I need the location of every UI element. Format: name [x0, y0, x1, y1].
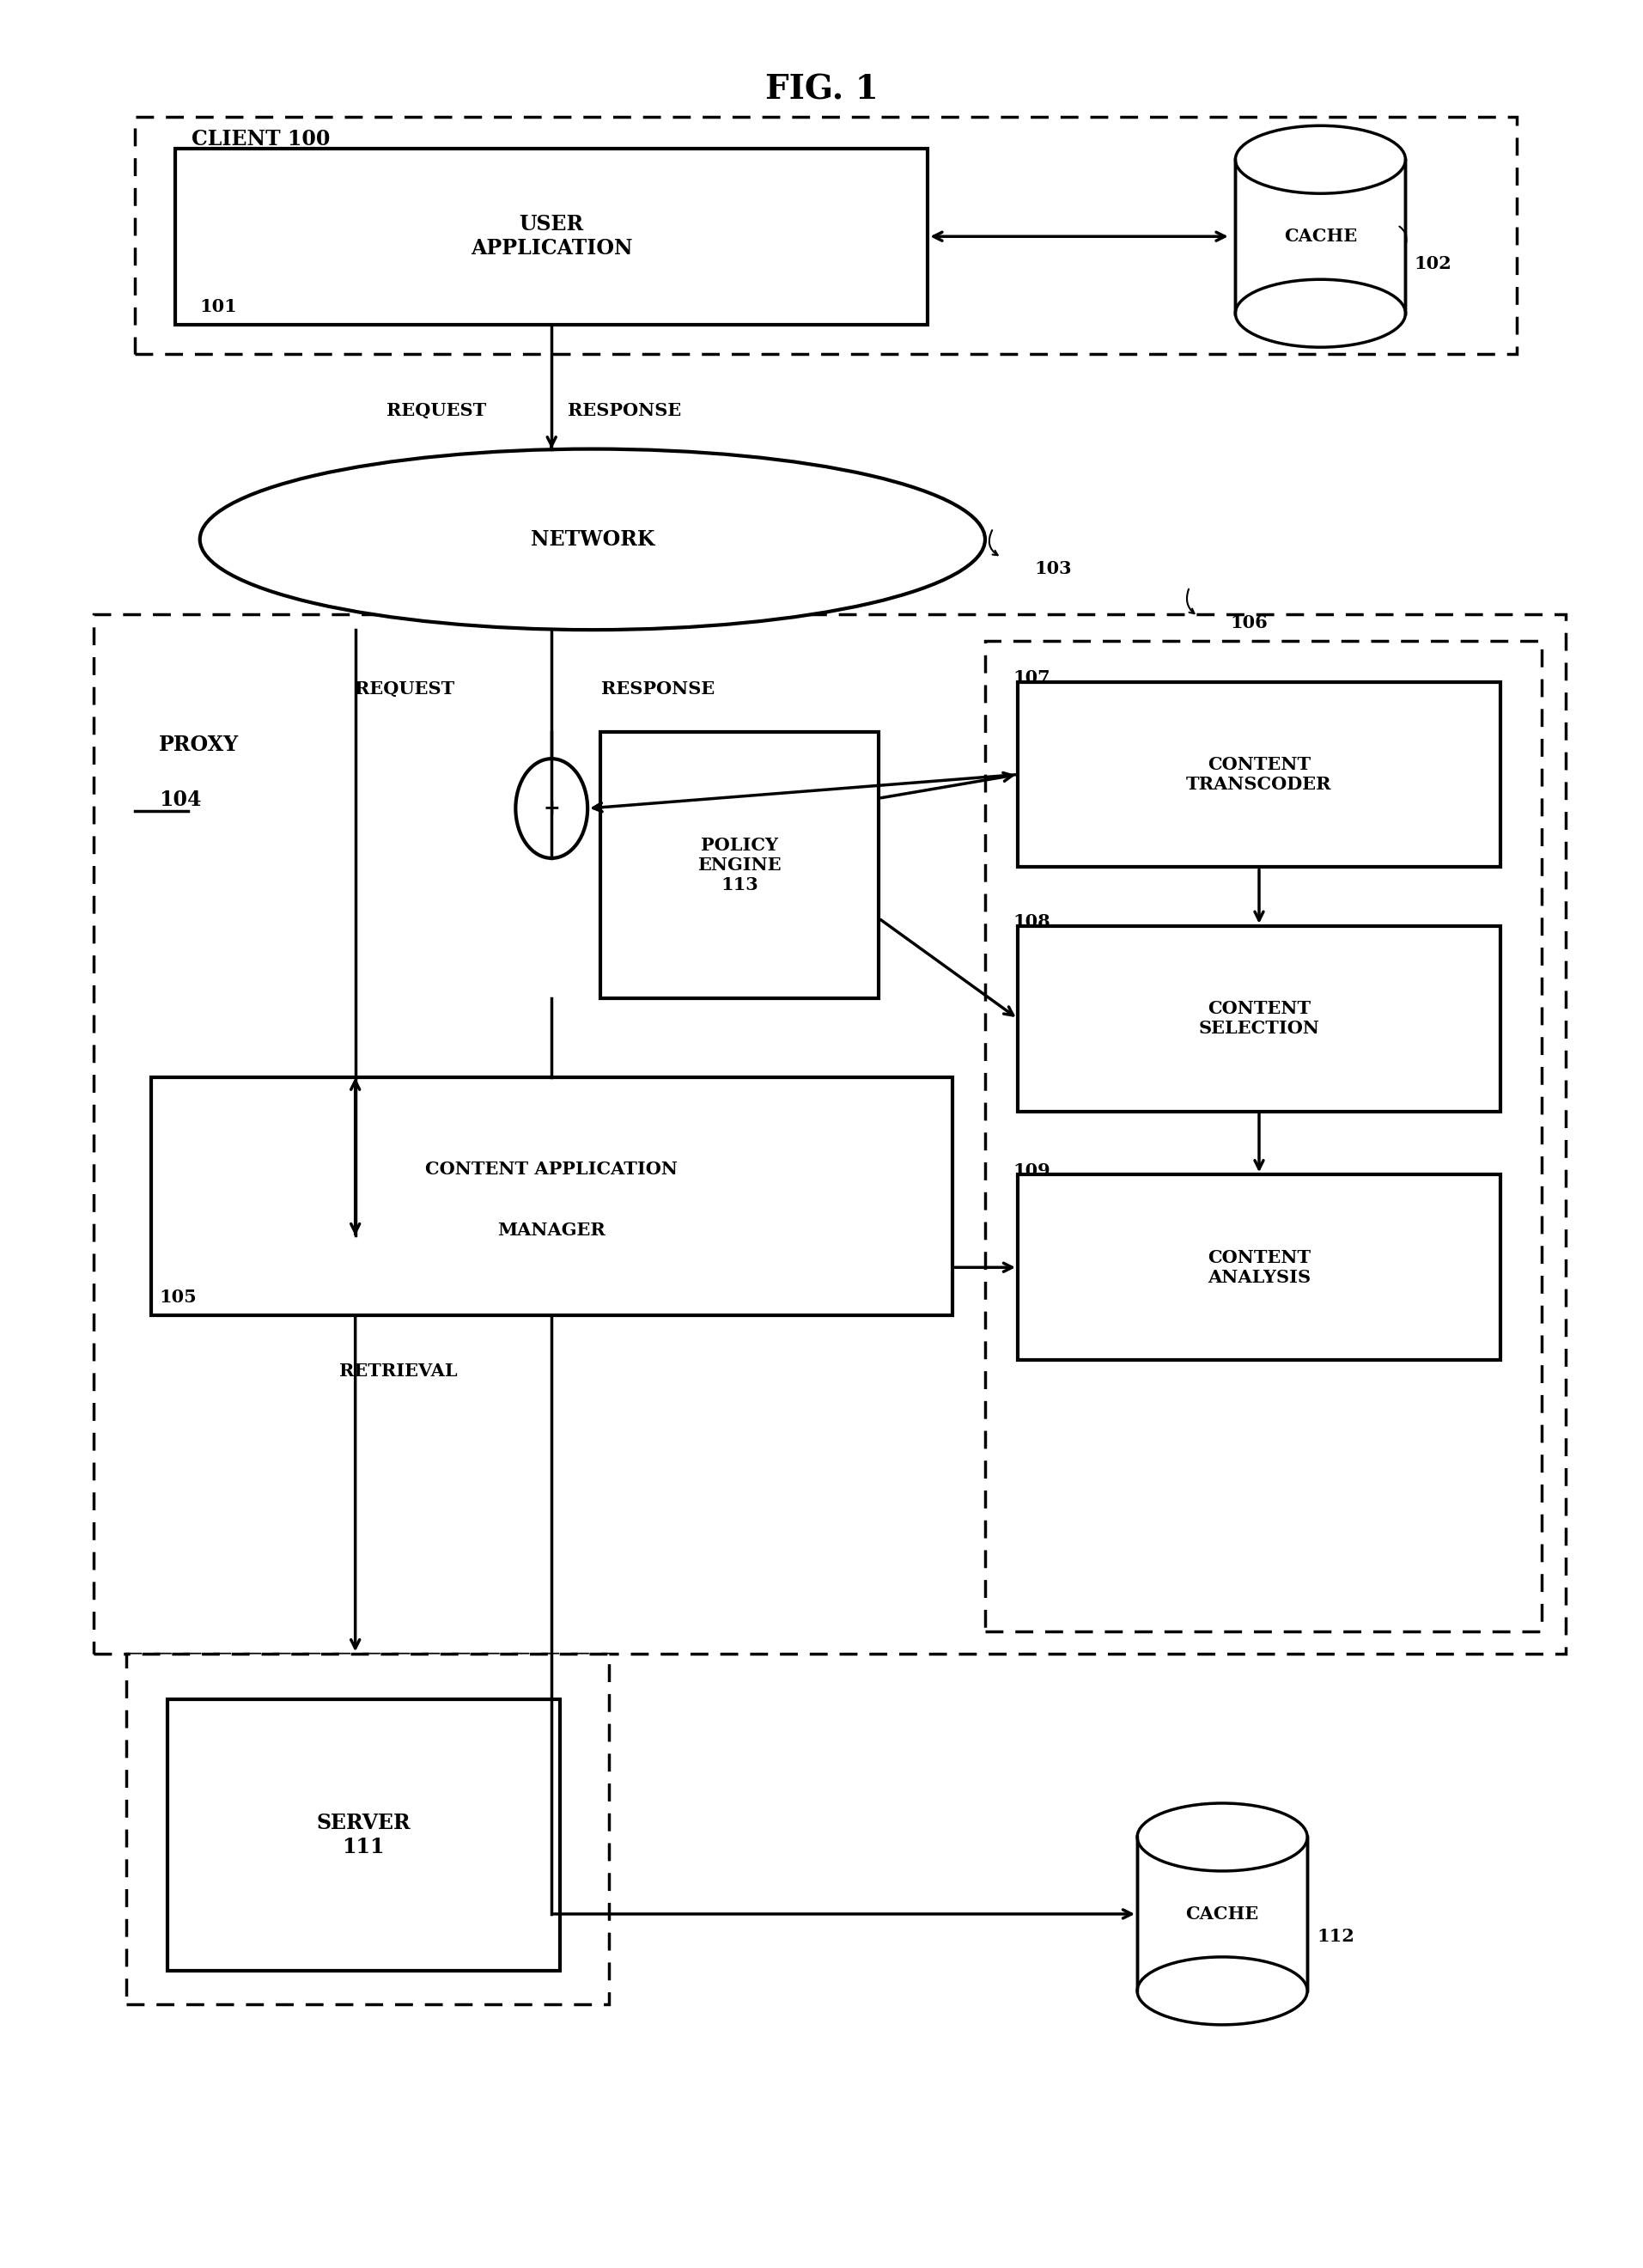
Text: CACHE: CACHE	[1186, 1905, 1259, 1923]
Text: FIG. 1: FIG. 1	[766, 73, 877, 107]
Bar	[1236, 159, 1405, 313]
Text: RESPONSE: RESPONSE	[601, 680, 715, 696]
FancyBboxPatch shape	[1017, 925, 1500, 1111]
Text: 105: 105	[159, 1288, 197, 1306]
Text: USER
APPLICATION: USER APPLICATION	[470, 213, 633, 259]
Text: CACHE: CACHE	[1283, 227, 1357, 245]
Text: 112: 112	[1318, 1928, 1355, 1946]
Text: NETWORK: NETWORK	[531, 528, 654, 549]
FancyBboxPatch shape	[151, 1077, 953, 1315]
Text: CONTENT
TRANSCODER: CONTENT TRANSCODER	[1186, 755, 1332, 794]
Text: CLIENT 100: CLIENT 100	[192, 129, 330, 150]
Text: 108: 108	[1012, 914, 1050, 930]
Text: CONTENT
SELECTION: CONTENT SELECTION	[1198, 1000, 1319, 1036]
Text: RETRIEVAL: RETRIEVAL	[338, 1363, 457, 1379]
Text: POLICY
ENGINE
113: POLICY ENGINE 113	[698, 837, 782, 894]
FancyBboxPatch shape	[986, 642, 1541, 1631]
Text: 102: 102	[1413, 254, 1451, 272]
Bar	[1137, 1837, 1308, 1991]
Ellipse shape	[1137, 1803, 1308, 1871]
Text: PROXY: PROXY	[159, 735, 238, 755]
FancyBboxPatch shape	[135, 116, 1516, 354]
Ellipse shape	[1236, 279, 1405, 347]
FancyBboxPatch shape	[168, 1699, 560, 1971]
Text: REQUEST: REQUEST	[355, 680, 453, 696]
Text: 101: 101	[200, 299, 238, 315]
Ellipse shape	[1137, 1957, 1308, 2025]
Text: SERVER
111: SERVER 111	[317, 1812, 411, 1857]
Text: RESPONSE: RESPONSE	[568, 401, 682, 420]
Text: CONTENT APPLICATION: CONTENT APPLICATION	[426, 1161, 679, 1177]
FancyBboxPatch shape	[94, 615, 1566, 1653]
Text: 103: 103	[1033, 560, 1071, 578]
Text: 104: 104	[159, 789, 202, 810]
FancyBboxPatch shape	[601, 733, 879, 998]
Text: +: +	[544, 798, 560, 819]
FancyBboxPatch shape	[176, 147, 928, 324]
Ellipse shape	[200, 449, 986, 631]
Text: 106: 106	[1231, 615, 1268, 633]
Text: 109: 109	[1012, 1161, 1050, 1179]
Ellipse shape	[1236, 125, 1405, 193]
Text: 107: 107	[1012, 669, 1050, 687]
Text: REQUEST: REQUEST	[386, 401, 486, 420]
FancyBboxPatch shape	[1017, 683, 1500, 866]
Text: MANAGER: MANAGER	[498, 1222, 606, 1238]
FancyBboxPatch shape	[1017, 1175, 1500, 1361]
FancyBboxPatch shape	[127, 1653, 610, 2005]
Text: CONTENT
ANALYSIS: CONTENT ANALYSIS	[1208, 1250, 1311, 1286]
Circle shape	[516, 760, 588, 857]
